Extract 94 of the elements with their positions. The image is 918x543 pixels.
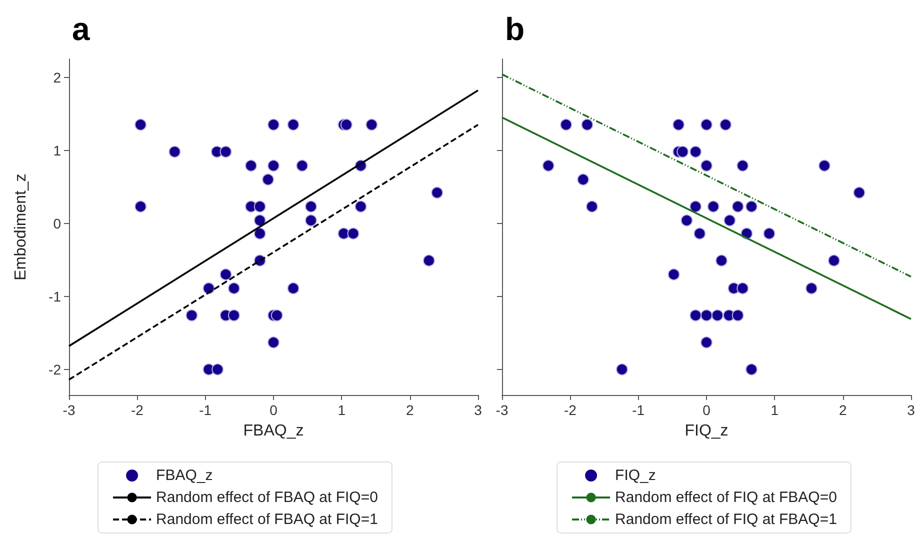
x-axis-title: FIQ_z [684,422,728,440]
point [287,282,300,294]
x-tick-label: 1 [770,402,779,418]
legend-label: Random effect of FBAQ at FIQ=0 [156,489,378,506]
x-axis-title: FBAQ_z [243,422,304,440]
point [270,309,283,322]
point [134,200,147,213]
point [338,228,350,240]
point [268,118,280,131]
point [220,268,232,280]
y-tick-label: 1 [53,142,62,158]
point [431,186,444,199]
point [254,200,266,213]
x-tick-label: -1 [199,402,212,418]
point [720,118,732,131]
point [746,200,758,213]
point [700,160,712,172]
point [616,363,628,376]
point [586,200,598,213]
point [736,160,749,172]
point [254,214,266,226]
x-tick-label: 2 [838,402,847,418]
point [186,309,198,322]
x-tick-label: 1 [338,402,346,418]
point [577,174,590,186]
point [268,336,280,348]
point [296,160,308,172]
legend-label: FBAQ_z [156,467,213,484]
point [676,146,689,158]
point [581,118,594,131]
point [724,214,736,226]
point [305,214,317,226]
point [853,186,866,199]
x-tick-label: -2 [130,402,144,418]
point [680,214,693,226]
point [711,309,724,322]
legend-label: FIQ_z [615,467,656,484]
legend-label: Random effect of FIQ at FBAQ=1 [615,511,837,528]
y-tick-label: -2 [48,361,62,378]
point [212,363,224,376]
point [732,309,744,322]
point [828,254,840,267]
x-tick-label: -1 [632,402,645,418]
point [245,160,258,172]
x-tick-label: 0 [702,402,711,418]
chart-title: a [72,11,90,47]
point [690,309,702,322]
point [305,200,317,213]
point [668,268,680,280]
point [542,160,554,172]
point [763,228,776,240]
y-tick-label: -1 [48,288,62,304]
point [340,118,352,131]
point [422,254,435,267]
point [287,118,300,131]
x-tick-label: -2 [564,402,577,418]
point [262,174,274,186]
point [690,200,702,213]
point [254,228,266,240]
point [746,363,758,376]
point [228,309,240,322]
y-axis-title: Embodiment_z [12,174,30,280]
point [732,200,744,213]
x-tick-label: 0 [270,402,278,418]
point [700,309,712,322]
point [694,228,706,240]
point [366,118,378,131]
x-tick-label: -3 [62,402,76,418]
point [560,118,572,131]
point [220,146,232,158]
x-tick-label: 3 [474,402,482,418]
point [707,200,720,213]
point [818,160,830,172]
point [716,254,728,267]
legend-label: Random effect of FBAQ at FIQ=1 [156,511,378,528]
point [700,118,712,131]
point [672,118,685,131]
y-tick-label: 0 [53,215,62,232]
point [168,146,181,158]
point [268,160,280,172]
x-tick-label: 2 [406,402,414,418]
point [690,146,702,158]
point [347,228,360,240]
point [805,282,818,294]
point [134,118,147,131]
point [228,282,240,294]
x-tick-label: -3 [496,402,508,418]
x-tick-label: 3 [907,402,916,418]
point [354,200,367,213]
legend-label: Random effect of FIQ at FBAQ=0 [615,489,837,506]
chart-title: b [505,11,525,47]
point [736,282,749,294]
y-tick-label: 2 [53,69,62,86]
point [700,336,712,348]
